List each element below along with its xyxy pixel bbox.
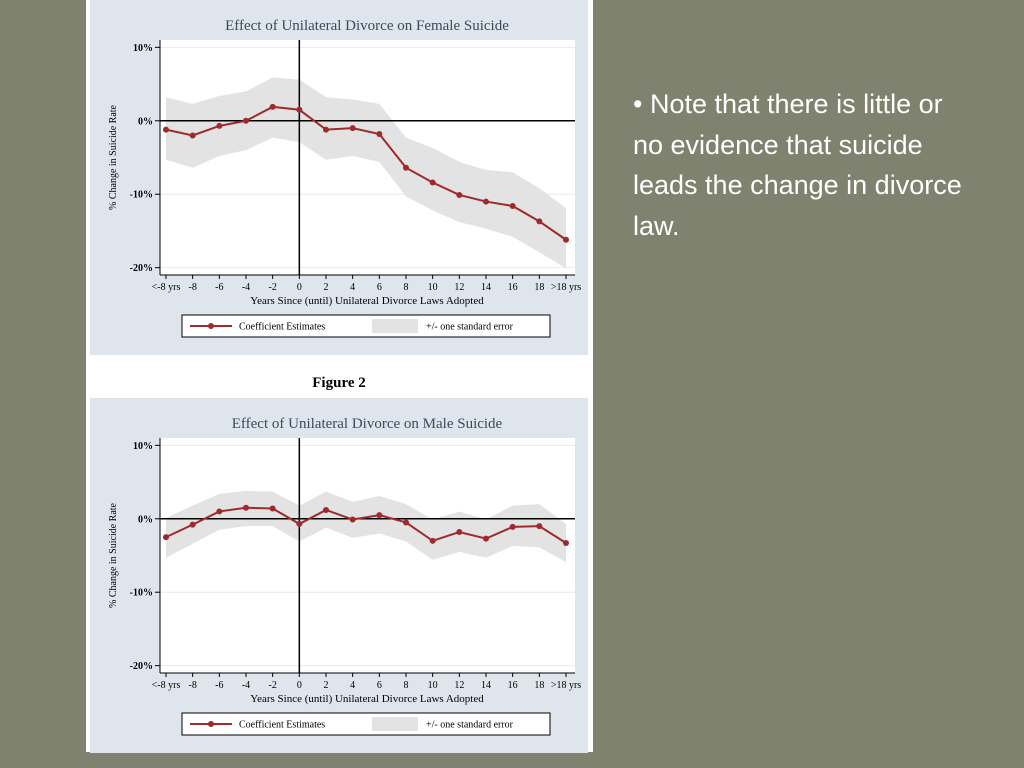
x-tick-label: 12 — [454, 680, 464, 691]
estimate-point — [163, 126, 169, 133]
legend-label: Coefficient Estimates — [239, 720, 325, 731]
x-tick-label: -8 — [188, 282, 196, 293]
estimate-point — [296, 520, 303, 527]
x-tick-label: 8 — [404, 282, 409, 293]
estimate-point — [429, 179, 436, 186]
x-tick-label: 6 — [377, 680, 382, 691]
estimate-point — [349, 125, 356, 132]
y-tick-label: -10% — [130, 588, 153, 599]
std-error-band — [166, 77, 566, 269]
estimate-point — [483, 198, 489, 205]
x-tick-label: -2 — [268, 680, 276, 691]
estimate-point — [403, 519, 409, 526]
x-tick-label: -8 — [188, 680, 196, 691]
x-tick-label: >18 yrs — [551, 680, 581, 691]
estimate-line — [165, 506, 567, 544]
x-tick-label: 14 — [481, 680, 491, 691]
estimate-point — [163, 534, 169, 541]
estimate-point — [269, 103, 276, 110]
estimate-point — [349, 516, 356, 523]
x-tick-label: 18 — [534, 680, 544, 691]
x-tick-label: 16 — [508, 282, 518, 293]
legend-label: +/- one standard error — [426, 720, 514, 731]
estimate-line — [165, 105, 567, 241]
x-tick-label: -4 — [242, 680, 250, 691]
plot-area — [160, 438, 575, 673]
y-tick-label: -20% — [130, 263, 153, 274]
estimate-point — [269, 505, 276, 512]
estimate-point — [563, 236, 569, 243]
x-tick-label: 12 — [454, 282, 464, 293]
legend-swatch — [372, 319, 418, 333]
x-tick-label: 10 — [428, 680, 438, 691]
y-tick-label: 0% — [138, 514, 153, 525]
estimate-point — [509, 523, 516, 530]
estimate-point — [536, 218, 543, 225]
x-tick-label: <-8 yrs — [152, 680, 181, 691]
estimate-point — [509, 202, 516, 209]
estimate-point — [243, 504, 249, 511]
x-tick-label: 2 — [324, 680, 329, 691]
x-tick-label: 18 — [534, 282, 544, 293]
legend — [181, 314, 551, 338]
chart-title: Effect of Unilateral Divorce on Female S… — [225, 18, 509, 34]
x-tick-label: >18 yrs — [551, 282, 581, 293]
estimate-point — [536, 523, 543, 530]
estimate-point — [323, 126, 329, 133]
figure-label: Figure 2 — [312, 375, 365, 391]
estimate-point — [376, 512, 383, 519]
estimate-point — [189, 132, 196, 139]
estimate-point — [243, 117, 249, 124]
x-tick-label: 14 — [481, 282, 491, 293]
estimate-point — [456, 529, 463, 535]
estimate-point — [323, 506, 329, 513]
x-tick-label: -6 — [215, 282, 223, 293]
estimate-point — [429, 537, 436, 544]
x-tick-label: <-8 yrs — [152, 282, 181, 293]
legend-label: Coefficient Estimates — [239, 322, 325, 333]
x-tick-label: 6 — [377, 282, 382, 293]
legend-swatch — [372, 717, 418, 731]
x-tick-label: 4 — [350, 680, 355, 691]
y-axis-label: % Change in Suicide Rate — [108, 502, 119, 608]
x-tick-label: -4 — [242, 282, 250, 293]
x-tick-label: 0 — [297, 680, 302, 691]
y-axis-label: % Change in Suicide Rate — [108, 104, 119, 210]
estimate-point — [376, 131, 383, 137]
x-tick-label: 2 — [324, 282, 329, 293]
y-tick-label: 10% — [133, 441, 153, 452]
y-tick-label: -10% — [130, 190, 153, 201]
x-tick-label: 0 — [297, 282, 302, 293]
x-tick-label: -2 — [268, 282, 276, 293]
estimate-point — [563, 540, 569, 547]
estimate-point — [483, 535, 489, 542]
y-tick-label: -20% — [130, 661, 153, 672]
estimate-point — [216, 508, 223, 515]
bullet-note: • Note that there is little or no eviden… — [633, 89, 962, 241]
estimate-point — [189, 521, 196, 528]
chart-title: Effect of Unilateral Divorce on Male Sui… — [232, 416, 503, 432]
x-tick-label: 16 — [508, 680, 518, 691]
legend — [181, 712, 551, 736]
x-tick-label: -6 — [215, 680, 223, 691]
legend-marker — [208, 721, 214, 727]
estimate-point — [403, 164, 409, 171]
x-tick-label: 8 — [404, 680, 409, 691]
legend-label: +/- one standard error — [426, 322, 514, 333]
x-axis-label: Years Since (until) Unilateral Divorce L… — [250, 295, 484, 307]
x-tick-label: 10 — [428, 282, 438, 293]
y-tick-label: 10% — [133, 43, 153, 54]
estimate-point — [296, 106, 303, 113]
x-axis-label: Years Since (until) Unilateral Divorce L… — [250, 693, 484, 705]
x-tick-label: 4 — [350, 282, 355, 293]
estimate-point — [216, 122, 223, 129]
y-tick-label: 0% — [138, 116, 153, 127]
legend-marker — [208, 323, 214, 329]
estimate-point — [456, 191, 463, 198]
